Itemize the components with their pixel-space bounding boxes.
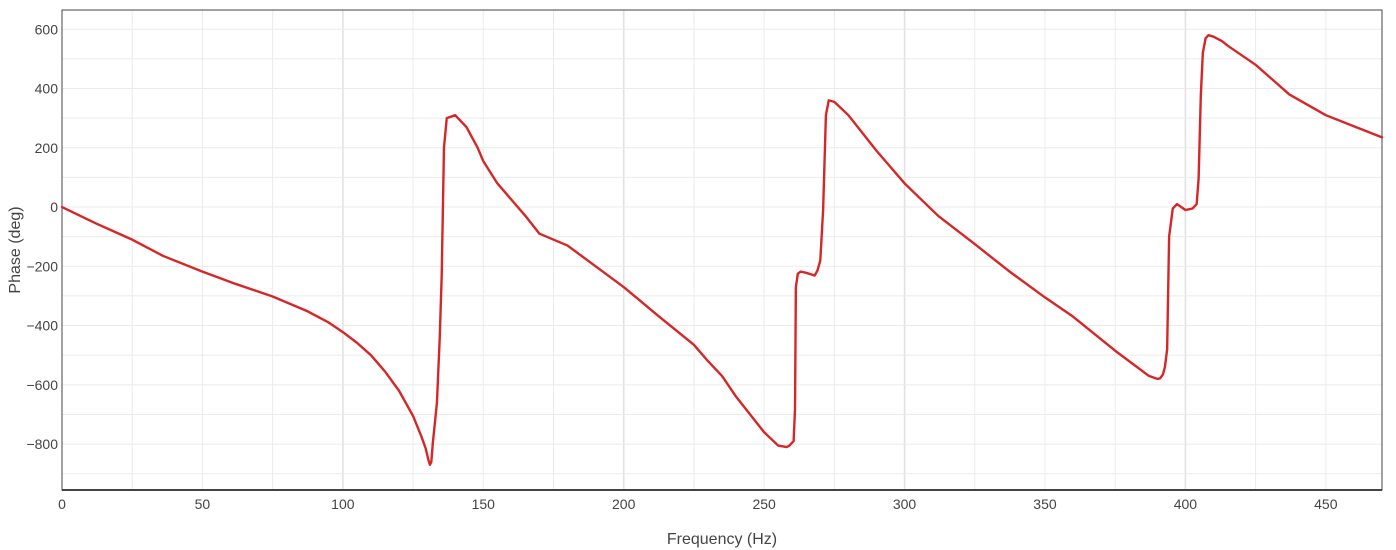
y-tick-label: −600 bbox=[26, 377, 58, 393]
y-tick-label: 200 bbox=[35, 140, 59, 156]
x-tick-label: 100 bbox=[331, 496, 355, 512]
y-tick-labels: 600 400 200 0 −200 −400 −600 −800 bbox=[26, 21, 58, 452]
series-layer bbox=[60, 33, 1384, 467]
x-tick-label: 50 bbox=[195, 496, 211, 512]
y-tick-label: −400 bbox=[26, 318, 58, 334]
x-tick-label: 200 bbox=[612, 496, 636, 512]
y-tick-label: 600 bbox=[35, 21, 59, 37]
y-tick-label: 0 bbox=[50, 199, 58, 215]
x-tick-label: 300 bbox=[893, 496, 917, 512]
y-tick-label: −800 bbox=[26, 436, 58, 452]
y-axis-title: Phase (deg) bbox=[7, 206, 24, 293]
x-tick-label: 150 bbox=[472, 496, 496, 512]
x-tick-label: 250 bbox=[752, 496, 776, 512]
y-tick-label: −200 bbox=[26, 258, 58, 274]
x-tick-label: 400 bbox=[1174, 496, 1198, 512]
x-tick-label: 450 bbox=[1314, 496, 1338, 512]
x-axis-title: Frequency (Hz) bbox=[667, 531, 777, 548]
x-tick-label: 350 bbox=[1033, 496, 1057, 512]
x-tick-label: 0 bbox=[58, 496, 66, 512]
x-tick-labels: 0 50 100 150 200 250 300 350 400 450 bbox=[58, 496, 1338, 512]
grid bbox=[62, 10, 1382, 490]
series-line-phase bbox=[60, 33, 1384, 467]
y-tick-label: 400 bbox=[35, 81, 59, 97]
plot-frame bbox=[61, 9, 1383, 491]
